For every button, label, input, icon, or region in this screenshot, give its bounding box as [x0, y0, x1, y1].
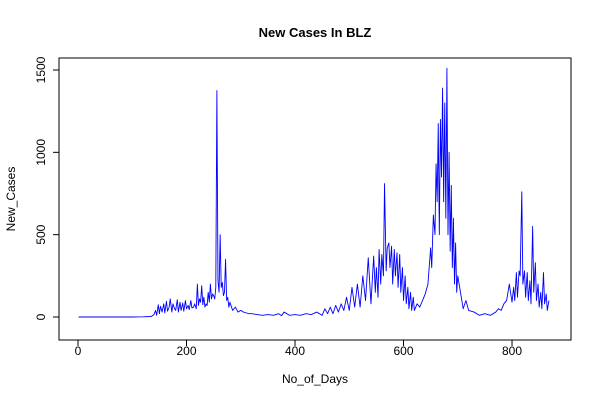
series-line-0: [78, 67, 550, 318]
y-axis-title: New_Cases: [4, 167, 18, 232]
y-axis: 0 500 1000 1500: [34, 56, 60, 320]
y-tick-label: 1000: [34, 139, 48, 166]
y-tick-label: 500: [34, 224, 48, 244]
x-tick-label: 0: [75, 344, 82, 358]
chart-title: New Cases In BLZ: [259, 25, 372, 40]
x-tick-label: 800: [502, 344, 522, 358]
x-tick-label: 600: [394, 344, 414, 358]
x-tick-label: 400: [285, 344, 305, 358]
x-tick-label: 200: [176, 344, 196, 358]
y-tick-label: 0: [34, 313, 48, 320]
x-axis-title: No_of_Days: [282, 372, 348, 386]
x-axis: 0 200 400 600 800: [75, 339, 522, 358]
series-layer: [78, 67, 550, 318]
y-tick-label: 1500: [34, 56, 48, 83]
plot-frame: [58, 57, 572, 341]
